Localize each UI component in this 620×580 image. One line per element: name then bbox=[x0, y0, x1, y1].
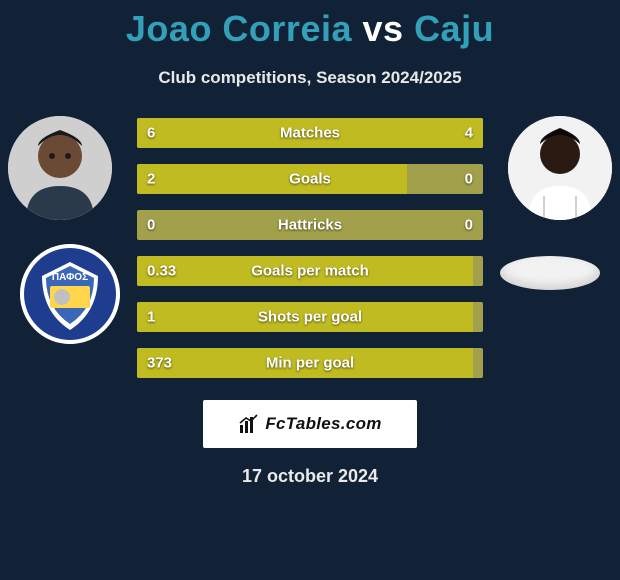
stat-left-value: 2 bbox=[147, 171, 155, 188]
stat-label: Hattricks bbox=[278, 217, 342, 234]
player2-avatar bbox=[508, 116, 612, 220]
stat-left-value: 6 bbox=[147, 125, 155, 142]
stat-right-value: 4 bbox=[465, 125, 473, 142]
stat-right-fill bbox=[345, 118, 483, 148]
watermark: FcTables.com bbox=[203, 400, 417, 448]
date-label: 17 october 2024 bbox=[0, 466, 620, 487]
player1-name: Joao Correia bbox=[126, 8, 352, 49]
stat-label: Goals per match bbox=[251, 263, 369, 280]
stat-label: Shots per goal bbox=[258, 309, 362, 326]
svg-text:ΠΑΦΟΣ: ΠΑΦΟΣ bbox=[52, 272, 88, 283]
stat-row: 0.33 Goals per match bbox=[137, 256, 483, 286]
stat-row: 0 Hattricks 0 bbox=[137, 210, 483, 240]
stat-row: 1 Shots per goal bbox=[137, 302, 483, 332]
stat-row: 373 Min per goal bbox=[137, 348, 483, 378]
stat-row: 6 Matches 4 bbox=[137, 118, 483, 148]
stat-left-fill bbox=[137, 164, 407, 194]
subtitle: Club competitions, Season 2024/2025 bbox=[0, 68, 620, 88]
stat-row: 2 Goals 0 bbox=[137, 164, 483, 194]
stat-left-value: 0 bbox=[147, 217, 155, 234]
stat-bars: 6 Matches 4 2 Goals 0 0 Hattricks 0 0.33 Goals per… bbox=[137, 118, 483, 394]
player2-name: Caju bbox=[414, 8, 494, 49]
vs-label: vs bbox=[363, 8, 404, 49]
stat-left-value: 373 bbox=[147, 355, 172, 372]
page-title: Joao Correia vs Caju bbox=[0, 0, 620, 50]
stat-label: Matches bbox=[280, 125, 340, 142]
player1-avatar bbox=[8, 116, 112, 220]
player1-club-badge: ΠΑΦΟΣ bbox=[20, 244, 120, 344]
stat-left-value: 1 bbox=[147, 309, 155, 326]
player2-club-badge bbox=[500, 256, 600, 290]
stat-right-value: 0 bbox=[465, 217, 473, 234]
stat-left-value: 0.33 bbox=[147, 263, 176, 280]
stat-right-value: 0 bbox=[465, 171, 473, 188]
comparison-chart: ΠΑΦΟΣ 6 Matches 4 2 Goals 0 0 Hattricks 0 0.33 Goa… bbox=[0, 116, 620, 386]
chart-icon bbox=[238, 413, 260, 435]
watermark-text: FcTables.com bbox=[265, 414, 381, 434]
stat-label: Goals bbox=[289, 171, 331, 188]
stat-label: Min per goal bbox=[266, 355, 354, 372]
